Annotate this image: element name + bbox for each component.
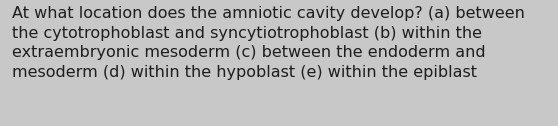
Text: At what location does the amniotic cavity develop? (a) between
the cytotrophobla: At what location does the amniotic cavit… [12, 6, 525, 80]
